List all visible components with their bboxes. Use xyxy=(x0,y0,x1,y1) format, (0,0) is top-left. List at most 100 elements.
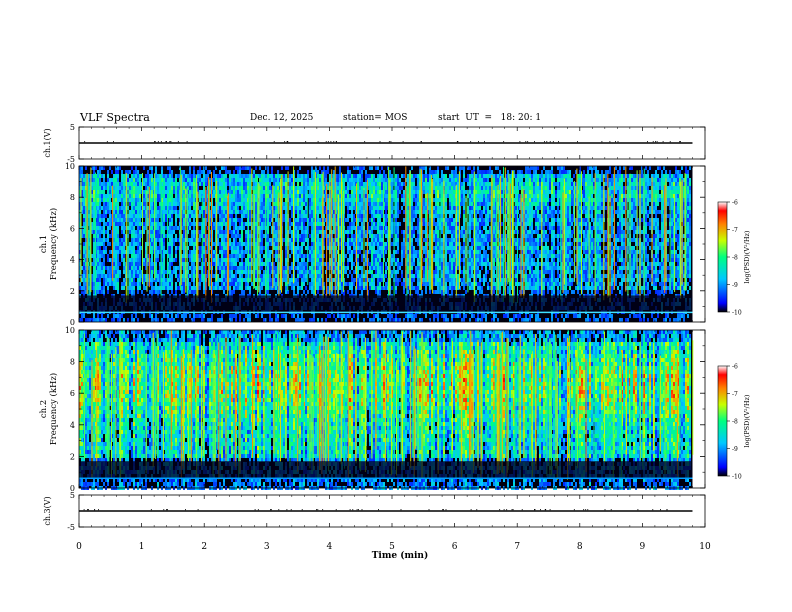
spectrogram-cell xyxy=(103,282,105,286)
spectrogram-cell xyxy=(339,222,341,226)
spectrogram-cell xyxy=(155,242,157,246)
spectrogram-cell xyxy=(103,242,105,246)
spectrogram-cell xyxy=(81,186,83,190)
spectrogram-cell xyxy=(391,218,393,222)
spectrogram-cell xyxy=(145,258,147,262)
spectrogram-cell xyxy=(397,226,399,230)
spectrogram-cell xyxy=(375,166,377,170)
spectrogram-cell xyxy=(203,246,205,250)
spectrogram-cell xyxy=(115,190,117,194)
spectrogram-cell xyxy=(373,206,375,210)
spectrogram-cell xyxy=(283,194,285,198)
spectrogram-cell xyxy=(173,238,175,242)
spectrogram-cell xyxy=(353,214,355,218)
spectrogram-cell xyxy=(233,266,235,270)
spectrogram-cell xyxy=(373,278,375,282)
spectrogram-cell xyxy=(225,206,227,210)
spectrogram-cell xyxy=(267,198,269,202)
spectrogram-cell xyxy=(365,186,367,190)
spectrogram-cell xyxy=(379,286,381,290)
spectrogram-cell xyxy=(357,234,359,238)
spectrogram-cell xyxy=(123,258,125,262)
spectrogram-cell xyxy=(381,234,383,238)
spectrogram-cell xyxy=(139,202,141,206)
spectrogram-cell xyxy=(181,186,183,190)
spectrogram-cell xyxy=(261,194,263,198)
spectrogram-cell xyxy=(233,202,235,206)
spectrogram-cell xyxy=(223,178,225,182)
spectrogram-cell xyxy=(241,222,243,226)
spectrogram-cell xyxy=(87,174,89,178)
spectrogram-cell xyxy=(131,198,133,202)
spectrogram-cell xyxy=(155,226,157,230)
spectrogram-cell xyxy=(317,206,319,210)
spectrogram-cell xyxy=(379,206,381,210)
spectrogram-cell xyxy=(199,178,201,182)
spectrogram-cell xyxy=(357,254,359,258)
spectrogram-cell xyxy=(375,314,377,318)
spectrogram-cell xyxy=(187,286,189,290)
spectrogram-cell xyxy=(203,286,205,290)
spectrogram-cell xyxy=(123,230,125,234)
spectrogram-cell xyxy=(379,222,381,226)
spectrogram-cell xyxy=(391,214,393,218)
spectrogram-cell xyxy=(303,210,305,214)
spectrogram-cell xyxy=(347,190,349,194)
spectrogram-cell xyxy=(267,218,269,222)
spectrogram-cell xyxy=(205,166,207,170)
spectrogram-cell xyxy=(101,226,103,230)
spectrogram-cell xyxy=(123,194,125,198)
spectrogram-cell xyxy=(137,206,139,210)
spectrogram-cell xyxy=(351,174,353,178)
spectrogram-cell xyxy=(119,274,121,278)
spectrogram-cell xyxy=(365,250,367,254)
spectrogram-cell xyxy=(351,186,353,190)
spectrogram-cell xyxy=(385,190,387,194)
spectrogram-cell xyxy=(385,214,387,218)
spectrogram-cell xyxy=(299,218,301,222)
spectrogram-cell xyxy=(149,174,151,178)
spectrogram-cell xyxy=(301,246,303,250)
spectrogram-cell xyxy=(131,266,133,270)
spectrogram-cell xyxy=(283,274,285,278)
spectrogram-cell xyxy=(333,226,335,230)
spectrogram-cell xyxy=(107,170,109,174)
spectrogram-cell xyxy=(221,250,223,254)
spectrogram-cell xyxy=(183,254,185,258)
spectrogram-cell xyxy=(113,214,115,218)
spectrogram-cell xyxy=(289,194,291,198)
spectrogram-cell xyxy=(229,230,231,234)
spectrogram-cell xyxy=(267,262,269,266)
spectrogram-cell xyxy=(415,270,417,274)
spectrogram-cell xyxy=(365,274,367,278)
spectrogram-cell xyxy=(91,186,93,190)
spectrogram-cell xyxy=(225,274,227,278)
spectrogram-cell xyxy=(247,318,249,322)
spectrogram-cell xyxy=(171,186,173,190)
spectrogram-cell xyxy=(365,178,367,182)
spectrogram-cell xyxy=(201,314,203,318)
spectrogram-cell xyxy=(175,226,177,230)
spectrogram-cell xyxy=(203,230,205,234)
spectrogram-cell xyxy=(119,246,121,250)
spectrogram-cell xyxy=(373,318,375,322)
spectrogram-cell xyxy=(243,226,245,230)
spectrogram-cell xyxy=(105,222,107,226)
spectrogram-cell xyxy=(119,210,121,214)
spectrogram-cell xyxy=(411,222,413,226)
spectrogram-cell xyxy=(227,170,229,174)
spectrogram-cell xyxy=(395,278,397,282)
spectrogram-cell xyxy=(413,278,415,282)
spectrogram-cell xyxy=(225,270,227,274)
spectrogram-cell xyxy=(353,222,355,226)
spectrogram-cell xyxy=(377,178,379,182)
spectrogram-cell xyxy=(291,182,293,186)
spectrogram-cell xyxy=(327,238,329,242)
spectrogram-cell xyxy=(401,274,403,278)
spectrogram-cell xyxy=(335,214,337,218)
spectrogram-cell xyxy=(311,198,313,202)
spectrogram-cell xyxy=(195,290,197,294)
spectrogram-cell xyxy=(399,190,401,194)
spectrogram-cell xyxy=(215,202,217,206)
spectrogram-cell xyxy=(93,182,95,186)
